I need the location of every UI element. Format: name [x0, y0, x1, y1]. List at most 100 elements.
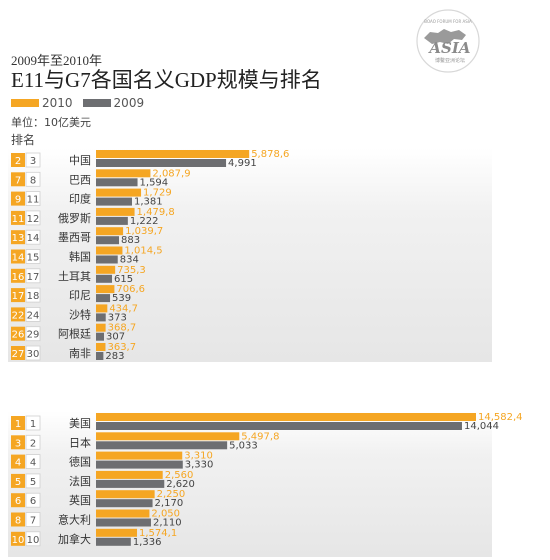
logo-tagline: BOAO FORUM FOR ASIA: [424, 19, 472, 24]
country-label: 南非: [69, 347, 91, 360]
rank-2009: 12: [27, 214, 40, 225]
g7-panel-background: [8, 411, 492, 557]
value-label-2009: 834: [120, 255, 139, 266]
country-label: 韩国: [69, 250, 91, 264]
country-label: 阿根廷: [58, 327, 91, 341]
bar-2010: [96, 188, 142, 197]
legend-label-2009: 2009: [113, 96, 145, 110]
unit-label: 单位：10亿美元: [11, 116, 91, 129]
chart-subtitle: 2009年至2010年: [11, 53, 103, 68]
bar-2010: [96, 490, 155, 499]
country-label: 沙特: [69, 307, 91, 321]
bar-2010: [96, 323, 106, 332]
rank-2010: 5: [15, 477, 21, 488]
country-label: 土耳其: [58, 270, 91, 283]
e11-panel-background: [8, 148, 492, 362]
value-label-2010: 1,014,5: [124, 246, 162, 257]
bar-2010: [96, 246, 123, 255]
value-label-2010: 2,250: [157, 489, 186, 500]
rank-2010-box: [11, 326, 25, 341]
value-label-2010: 434,7: [109, 303, 138, 314]
globe-map-icon: [424, 29, 466, 44]
rank-2010-box: [11, 531, 25, 546]
bar-2009: [96, 441, 228, 450]
rank-2009-box: [25, 454, 41, 470]
country-label: 俄罗斯: [58, 212, 91, 225]
value-label-2009: 373: [108, 312, 127, 323]
rank-2009-box: [25, 326, 41, 342]
legend-label-2010: 2010: [42, 96, 73, 110]
legend-swatch-2010: [11, 99, 39, 107]
legend: 2010 2009: [11, 96, 154, 110]
country-label: 巴西: [69, 173, 91, 186]
rank-2010: 16: [12, 272, 25, 283]
rank-2010-box: [11, 473, 25, 488]
bar-2009: [96, 197, 132, 206]
bar-2009: [96, 422, 462, 430]
rank-2010-box: [11, 512, 25, 527]
rank-2009-box: [25, 434, 41, 450]
rank-2009-box: [25, 229, 41, 245]
rank-2009-box: [25, 210, 41, 226]
bar-2009: [96, 274, 113, 283]
bar-2009: [96, 352, 104, 360]
rank-2010-box: [11, 435, 25, 450]
value-label-2009: 1,336: [133, 537, 162, 548]
value-label-2009: 307: [106, 332, 125, 343]
rank-2010-box: [11, 288, 25, 303]
rank-2009-box: [25, 306, 41, 322]
rank-2009: 1: [30, 419, 36, 430]
rank-2009-box: [25, 191, 41, 207]
bar-2009: [96, 537, 131, 546]
value-label-2010: 735,3: [117, 265, 146, 276]
rank-2009: 30: [27, 349, 40, 360]
value-label-2010: 2,050: [151, 509, 180, 520]
value-label-2010: 368,7: [108, 323, 137, 334]
rank-2009: 15: [27, 253, 40, 264]
value-label-2009: 3,330: [185, 460, 214, 471]
country-label: 中国: [69, 154, 91, 167]
bar-2009: [96, 518, 151, 527]
bar-2010: [96, 285, 115, 294]
country-label: 墨西哥: [58, 231, 91, 244]
rank-2009: 4: [30, 458, 36, 469]
rank-2010: 8: [15, 516, 21, 527]
value-label-2010: 1,729: [143, 188, 172, 199]
value-label-2009: 1,594: [140, 177, 169, 188]
country-label: 加拿大: [58, 532, 91, 546]
rank-2009: 14: [27, 233, 40, 244]
rank-2010: 14: [12, 253, 25, 264]
rank-2010: 3: [15, 438, 21, 449]
bar-2009: [96, 236, 120, 245]
rank-2009: 2: [30, 438, 36, 449]
rank-2009-box: [25, 473, 41, 489]
value-label-2010: 14,582,4: [478, 412, 523, 423]
rank-2010: 27: [12, 349, 25, 360]
country-label: 印尼: [69, 289, 91, 302]
bar-2009: [96, 332, 105, 341]
value-label-2010: 1,574,1: [139, 528, 177, 539]
value-label-2009: 2,170: [155, 498, 184, 509]
country-label: 美国: [69, 417, 91, 430]
rank-2009-box: [25, 512, 41, 527]
bar-2009: [96, 294, 111, 303]
value-label-2009: 2,620: [166, 479, 195, 490]
rank-2009-box: [25, 249, 41, 264]
rank-2010-box: [11, 416, 25, 430]
rank-2010: 2: [15, 156, 21, 167]
country-label: 英国: [69, 493, 91, 507]
rank-2009-box: [25, 345, 41, 361]
rank-2010-box: [11, 172, 25, 187]
bar-2009: [96, 499, 153, 508]
bar-2009: [96, 479, 165, 488]
rank-2009: 5: [30, 477, 36, 488]
bar-2010: [96, 413, 476, 421]
boao-forum-logo: BOAO FORUM FOR ASIA ASIA 博鳌亚洲论坛: [416, 9, 480, 73]
rank-2009: 18: [27, 291, 40, 302]
rank-2009-box: [25, 492, 41, 508]
rank-2010-box: [11, 153, 25, 167]
bar-2010: [96, 343, 106, 351]
rank-2010: 11: [12, 214, 25, 225]
value-label-2010: 1,479,8: [137, 207, 175, 218]
